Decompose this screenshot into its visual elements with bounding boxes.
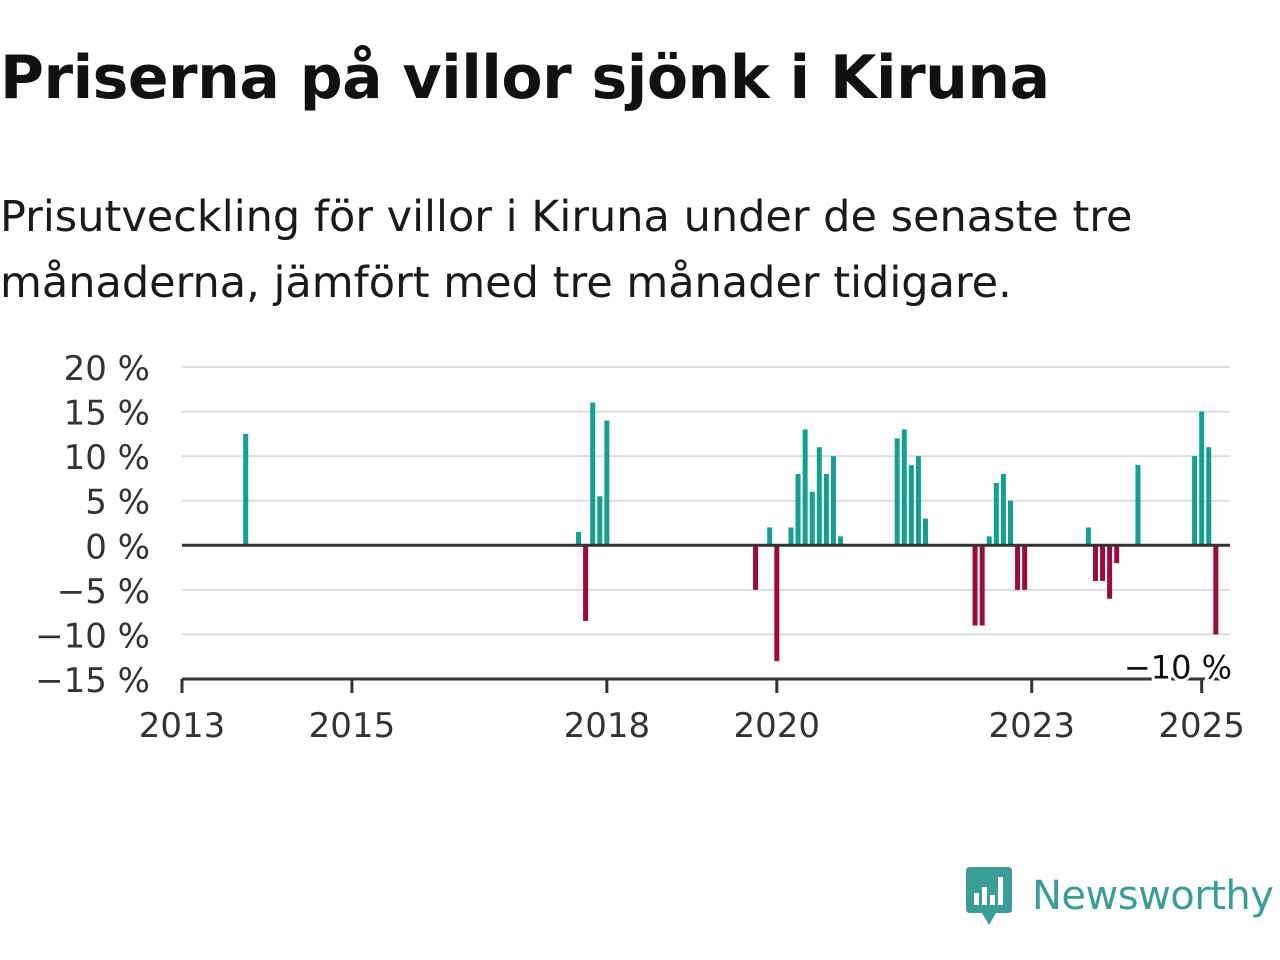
bar [1085, 527, 1091, 546]
y-tick-label: 0 % [85, 527, 150, 567]
bar [1107, 545, 1113, 599]
bar [1206, 447, 1212, 546]
bar [576, 531, 582, 546]
bar [993, 482, 999, 546]
bar [1000, 473, 1006, 546]
chart-title: Priserna på villor sjönk i Kiruna [0, 43, 1050, 113]
bar [788, 527, 794, 546]
bar [915, 456, 921, 546]
bar [795, 473, 801, 546]
axes [180, 543, 1230, 693]
brand-name: Newsworthy [1032, 873, 1274, 919]
chart-subtitle: Prisutveckling för villor i Kiruna under… [0, 192, 1133, 308]
bar [583, 545, 589, 622]
x-tick-label: 2018 [564, 706, 651, 746]
x-tick-label: 2015 [309, 706, 396, 746]
bar [604, 420, 610, 546]
x-tick-label: 2020 [734, 706, 821, 746]
bar [243, 433, 249, 546]
bar [1100, 545, 1106, 581]
y-tick-label: 10 % [64, 438, 150, 478]
y-tick-label: −10 % [35, 616, 150, 656]
bars [243, 402, 1219, 662]
x-tick-label: 2025 [1158, 706, 1245, 746]
bar [816, 447, 822, 546]
brand-logo: Newsworthy [964, 864, 1274, 928]
bar [1114, 545, 1120, 564]
bar [923, 518, 929, 546]
bar [590, 402, 596, 546]
bar [830, 456, 836, 546]
bar [1022, 545, 1028, 590]
bar [767, 527, 773, 546]
y-axis-labels: 20 % 15 %10 % 5 %0 % −5 %−10 % −15 % [35, 349, 150, 701]
y-tick-label: −5 % [57, 572, 150, 612]
y-tick-label: −15 % [35, 661, 150, 701]
y-tick-label: 5 % [85, 483, 150, 523]
bar [894, 438, 900, 546]
annotation-label: −10 % [1124, 648, 1232, 686]
bar [809, 491, 815, 546]
bar [1135, 465, 1141, 546]
bar [972, 545, 978, 626]
bar [901, 429, 907, 546]
bar [1199, 411, 1205, 546]
newsworthy-logo-icon [966, 867, 1012, 925]
gridlines [182, 366, 1230, 636]
x-tick-label: 2013 [139, 706, 226, 746]
bar [908, 465, 914, 546]
x-tick-label: 2023 [988, 706, 1075, 746]
y-tick-label: 15 % [64, 394, 150, 434]
bar [1192, 456, 1198, 546]
bar [1007, 500, 1013, 546]
bar [1015, 545, 1021, 590]
bar [986, 536, 992, 546]
bar [753, 545, 759, 590]
bar [823, 473, 829, 546]
annotations: −10 % [1121, 645, 1235, 689]
bar [802, 429, 808, 546]
bar [838, 536, 844, 546]
bar [597, 496, 603, 546]
bar [1213, 545, 1219, 635]
bar [774, 545, 780, 662]
bar-chart: 20 %15 %10 %5 %0 %−5 %−10 %−15 % 2013 201… [35, 349, 1245, 746]
bar [979, 545, 985, 626]
x-axis-labels: 2013 2015 2018 2020 2023 2025 [139, 706, 1245, 746]
bar [1092, 545, 1098, 581]
y-tick-label: 20 % [64, 349, 150, 389]
